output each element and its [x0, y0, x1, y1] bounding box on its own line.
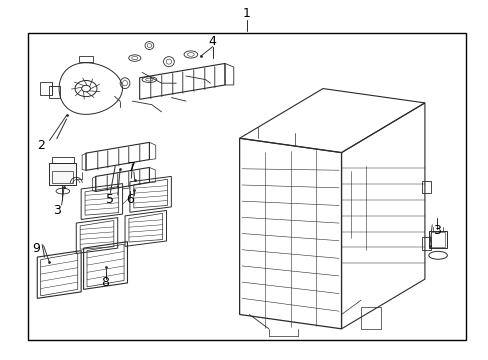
Bar	[360, 307, 380, 329]
Text: 6: 6	[126, 193, 134, 206]
Bar	[422, 237, 430, 250]
Text: 9: 9	[32, 242, 40, 255]
Bar	[52, 157, 74, 163]
Bar	[79, 55, 93, 62]
Text: 2: 2	[37, 139, 44, 152]
Bar	[49, 86, 60, 98]
Bar	[27, 33, 466, 339]
Text: 5: 5	[106, 193, 114, 206]
Text: 7: 7	[128, 161, 136, 174]
Text: 3: 3	[432, 224, 440, 237]
Bar	[422, 181, 430, 193]
Bar	[40, 82, 52, 95]
Text: 8: 8	[102, 276, 109, 289]
Bar	[428, 231, 447, 248]
Bar	[52, 171, 73, 183]
Text: 1: 1	[243, 7, 250, 20]
Bar	[430, 232, 445, 247]
Text: 4: 4	[208, 35, 216, 49]
Text: 3: 3	[53, 204, 61, 217]
Bar	[49, 163, 76, 185]
